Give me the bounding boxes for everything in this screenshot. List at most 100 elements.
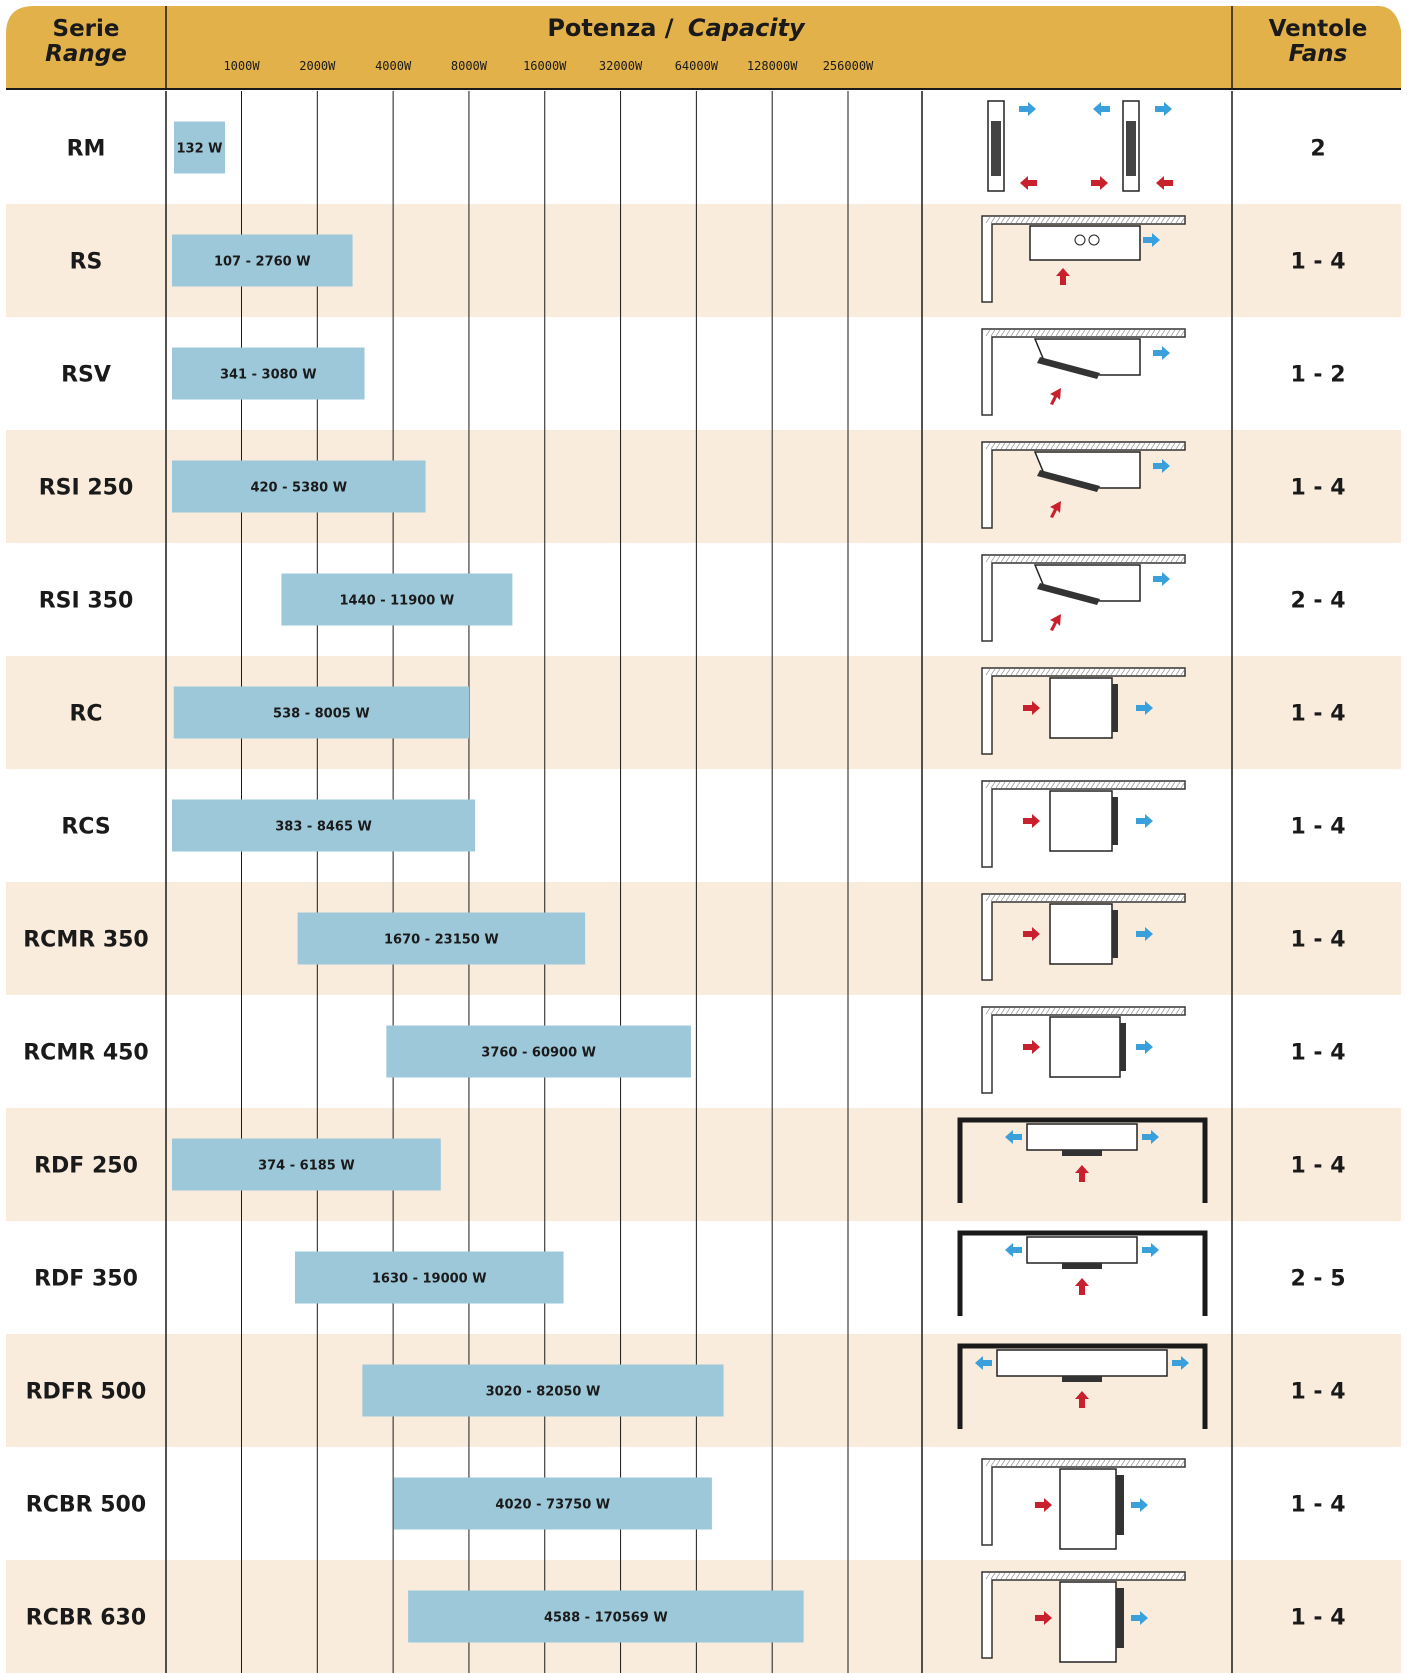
hatch xyxy=(1080,555,1086,563)
hatch xyxy=(1055,668,1061,676)
hatch xyxy=(1000,555,1006,563)
hatch xyxy=(1085,442,1091,450)
hatch xyxy=(1045,216,1051,224)
capacity-bar-label: 383 - 8465 W xyxy=(275,820,372,835)
hatch xyxy=(985,1572,991,1580)
hatch xyxy=(1010,668,1016,676)
hatch xyxy=(990,1459,996,1467)
hatch xyxy=(1110,668,1116,676)
hatch xyxy=(1120,216,1126,224)
unit-body xyxy=(996,1349,1168,1377)
hatch xyxy=(1180,668,1186,676)
fans-label: 1 - 4 xyxy=(1290,815,1345,840)
unit-fan xyxy=(1062,1263,1102,1269)
hatch xyxy=(1125,442,1131,450)
airflow-arrow xyxy=(1172,1356,1189,1370)
hatch xyxy=(1060,894,1066,902)
hatch xyxy=(1070,1572,1076,1580)
fans-label: 2 xyxy=(1310,137,1325,162)
hatch xyxy=(1160,555,1166,563)
capacity-bar-label: 1670 - 23150 W xyxy=(384,933,499,948)
hatch xyxy=(1005,216,1011,224)
hatch xyxy=(1010,216,1016,224)
wall-ceiling xyxy=(981,780,1186,868)
hatch xyxy=(1025,555,1031,563)
hatch xyxy=(1000,668,1006,676)
hatch xyxy=(1135,442,1141,450)
hatch xyxy=(1060,1459,1066,1467)
hatch xyxy=(1060,781,1066,789)
airflow-arrow xyxy=(1131,1498,1148,1512)
hatch xyxy=(1070,668,1076,676)
hatch xyxy=(1100,216,1106,224)
hatch xyxy=(1165,781,1171,789)
hatch xyxy=(1180,555,1186,563)
hatch xyxy=(1090,1572,1096,1580)
capacity-bar-label: 341 - 3080 W xyxy=(220,368,317,383)
airflow-arrow xyxy=(1023,814,1040,828)
unit-icons xyxy=(957,100,1208,1663)
airflow-arrow xyxy=(1050,501,1061,518)
hatch xyxy=(985,216,991,224)
hatch xyxy=(1055,216,1061,224)
hatch xyxy=(995,1572,1001,1580)
hatch xyxy=(1040,1572,1046,1580)
hatch xyxy=(1145,1459,1151,1467)
hatch xyxy=(995,668,1001,676)
hatch xyxy=(1080,1572,1086,1580)
hatch xyxy=(1150,216,1156,224)
hatch xyxy=(1095,555,1101,563)
hatch xyxy=(1165,1007,1171,1015)
hatch xyxy=(1115,894,1121,902)
dual-flow-unit-icon xyxy=(957,1230,1208,1316)
capacity-title: Potenza / xyxy=(547,14,673,42)
hatch xyxy=(1100,668,1106,676)
hatch xyxy=(1075,894,1081,902)
capacity-bar xyxy=(172,460,426,513)
hatch xyxy=(1160,1572,1166,1580)
hatch xyxy=(1115,668,1121,676)
hatch xyxy=(1095,442,1101,450)
hatch xyxy=(1115,442,1121,450)
capacity-bar xyxy=(294,1251,564,1304)
hatch xyxy=(1080,781,1086,789)
hatch xyxy=(1075,442,1081,450)
hatch xyxy=(1005,442,1011,450)
room-frame xyxy=(957,1230,1208,1316)
hatch xyxy=(1060,1007,1066,1015)
hatch xyxy=(1055,781,1061,789)
fans-label: 1 - 4 xyxy=(1290,1154,1345,1179)
hatch xyxy=(1020,216,1026,224)
airflow-arrow xyxy=(1136,701,1153,715)
hatch xyxy=(1020,894,1026,902)
hatch xyxy=(1175,555,1181,563)
hatch xyxy=(1135,894,1141,902)
hatch xyxy=(1160,1007,1166,1015)
hatch xyxy=(1000,1007,1006,1015)
hatch xyxy=(1140,1459,1146,1467)
tube-unit-grille xyxy=(991,121,1001,176)
hatch xyxy=(1055,1007,1061,1015)
hatch xyxy=(1040,555,1046,563)
hatch xyxy=(1135,1007,1141,1015)
hatch xyxy=(1170,781,1176,789)
hatch xyxy=(1110,1007,1116,1015)
unit-body xyxy=(1049,903,1113,965)
capacity-bar-label: 3760 - 60900 W xyxy=(481,1046,596,1061)
room-frame xyxy=(957,1343,1208,1429)
unit-fan xyxy=(1120,1023,1126,1071)
hatch xyxy=(1110,329,1116,337)
hatch xyxy=(1005,1459,1011,1467)
tick-label: 8000W xyxy=(451,59,488,73)
hatch xyxy=(1175,442,1181,450)
capacity-bar-label: 420 - 5380 W xyxy=(250,481,347,496)
hatch xyxy=(1165,1572,1171,1580)
hatch xyxy=(1065,216,1071,224)
hatch xyxy=(1080,894,1086,902)
hatch xyxy=(1145,555,1151,563)
airflow-arrow xyxy=(1019,102,1036,116)
hatch xyxy=(1050,216,1056,224)
range-label: RCBR 630 xyxy=(26,1606,146,1631)
hatch xyxy=(1165,216,1171,224)
